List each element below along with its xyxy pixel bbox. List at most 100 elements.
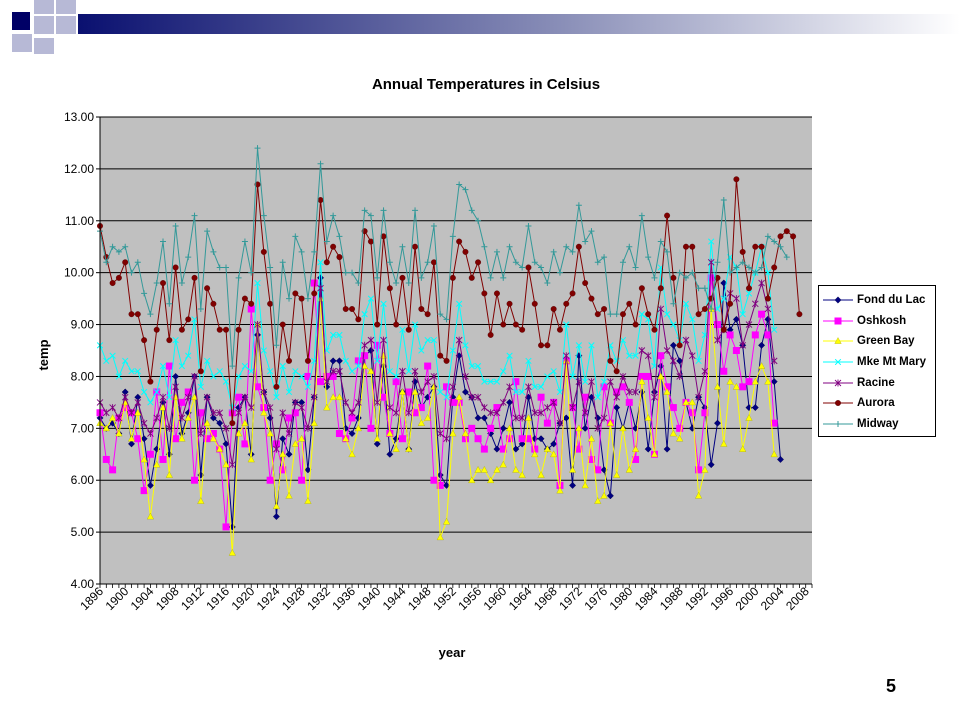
deco-square-light-5	[56, 16, 76, 34]
data-point	[115, 274, 122, 281]
data-point	[752, 269, 759, 276]
legend-item: Mke Mt Mary	[819, 352, 935, 373]
data-point	[342, 434, 350, 442]
header-gradient-bar	[78, 14, 960, 34]
data-point	[745, 290, 753, 297]
data-point	[449, 274, 456, 281]
data-point	[550, 306, 557, 312]
data-point	[613, 471, 621, 478]
data-point	[323, 403, 331, 411]
legend-label: Aurora	[857, 397, 895, 410]
data-point	[405, 388, 413, 396]
data-point	[758, 341, 766, 349]
data-point	[625, 388, 633, 396]
data-point	[122, 259, 129, 266]
data-point	[254, 145, 261, 152]
data-point	[481, 404, 488, 412]
data-point	[764, 305, 772, 313]
data-point	[713, 383, 722, 390]
data-point	[682, 274, 689, 281]
data-point	[273, 445, 280, 453]
data-point	[619, 372, 627, 380]
data-point	[266, 368, 274, 375]
data-point	[292, 233, 299, 240]
data-point	[607, 311, 614, 318]
x-tick-label: 1912	[178, 584, 207, 613]
data-point	[770, 450, 778, 458]
data-point	[102, 424, 110, 432]
data-point	[279, 362, 286, 370]
data-point	[178, 414, 186, 422]
data-point	[191, 372, 198, 380]
data-point	[626, 243, 633, 250]
data-point	[241, 362, 249, 370]
data-point	[102, 409, 110, 417]
data-point	[134, 368, 141, 375]
data-point	[563, 243, 570, 250]
data-point	[134, 398, 142, 406]
series-oshkosh	[96, 274, 778, 531]
data-point	[645, 311, 652, 318]
data-point	[355, 316, 362, 323]
data-point	[682, 300, 690, 307]
y-tick-label: 10.00	[64, 266, 94, 280]
data-point	[267, 300, 274, 307]
data-point	[165, 424, 173, 432]
data-point	[317, 259, 324, 266]
data-point	[569, 404, 576, 412]
data-point	[121, 393, 129, 401]
data-point	[140, 487, 148, 495]
data-point	[582, 238, 589, 245]
data-point	[462, 342, 469, 349]
data-point	[758, 279, 765, 287]
data-point	[147, 311, 154, 318]
data-point	[146, 450, 154, 458]
data-point	[286, 295, 293, 302]
data-point	[771, 238, 778, 245]
data-point	[141, 337, 148, 344]
data-point	[109, 280, 116, 286]
x-tick-label: 1932	[304, 584, 333, 613]
data-point	[386, 450, 394, 458]
data-point	[392, 378, 400, 386]
data-point	[386, 285, 393, 292]
data-point	[273, 383, 280, 390]
data-point	[462, 186, 469, 193]
data-point	[834, 296, 842, 304]
data-point	[632, 445, 640, 452]
data-point	[468, 207, 475, 214]
data-point	[506, 243, 513, 250]
data-point	[373, 398, 381, 406]
data-point	[537, 471, 545, 478]
y-tick-label: 11.00	[65, 214, 94, 228]
data-point	[122, 357, 129, 365]
data-point	[336, 254, 343, 261]
data-point	[412, 243, 418, 250]
data-point	[834, 358, 842, 366]
data-point	[676, 342, 683, 349]
data-point	[122, 243, 129, 250]
data-point	[499, 424, 507, 432]
data-point	[361, 311, 368, 318]
data-point	[323, 259, 330, 266]
data-point	[203, 419, 211, 426]
data-point	[172, 264, 179, 271]
data-point	[411, 321, 419, 328]
data-point	[537, 393, 545, 401]
data-point	[669, 404, 677, 412]
data-point	[134, 259, 141, 266]
data-point	[682, 398, 690, 406]
data-point	[632, 352, 639, 359]
data-point	[575, 424, 583, 432]
data-point	[493, 378, 501, 385]
data-point	[185, 352, 192, 359]
data-point	[582, 280, 589, 286]
data-point	[512, 388, 520, 396]
data-point	[418, 274, 425, 281]
data-point	[569, 481, 577, 489]
data-point	[134, 311, 141, 318]
data-point	[461, 429, 470, 437]
data-point	[726, 331, 734, 339]
data-point	[493, 445, 501, 453]
